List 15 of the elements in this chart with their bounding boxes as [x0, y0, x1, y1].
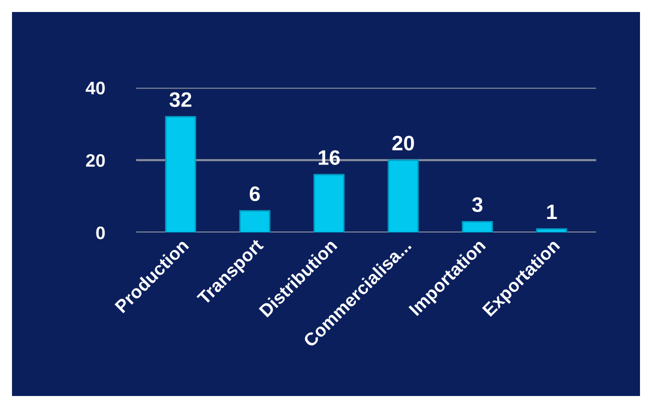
y-tick-label: 0	[96, 226, 105, 240]
bar	[165, 116, 196, 233]
data-label: 1	[547, 204, 557, 220]
bar	[313, 174, 345, 233]
y-tick-label: 20	[86, 154, 105, 167]
data-label: 32	[169, 92, 192, 108]
data-label: 20	[392, 136, 414, 150]
bar	[239, 210, 270, 233]
data-label: 3	[472, 197, 482, 212]
data-label: 16	[318, 150, 340, 165]
bar	[388, 159, 419, 233]
data-label: 6	[250, 186, 260, 202]
y-tick-label: 40	[86, 82, 105, 94]
bar	[536, 228, 568, 233]
bar	[462, 221, 493, 233]
